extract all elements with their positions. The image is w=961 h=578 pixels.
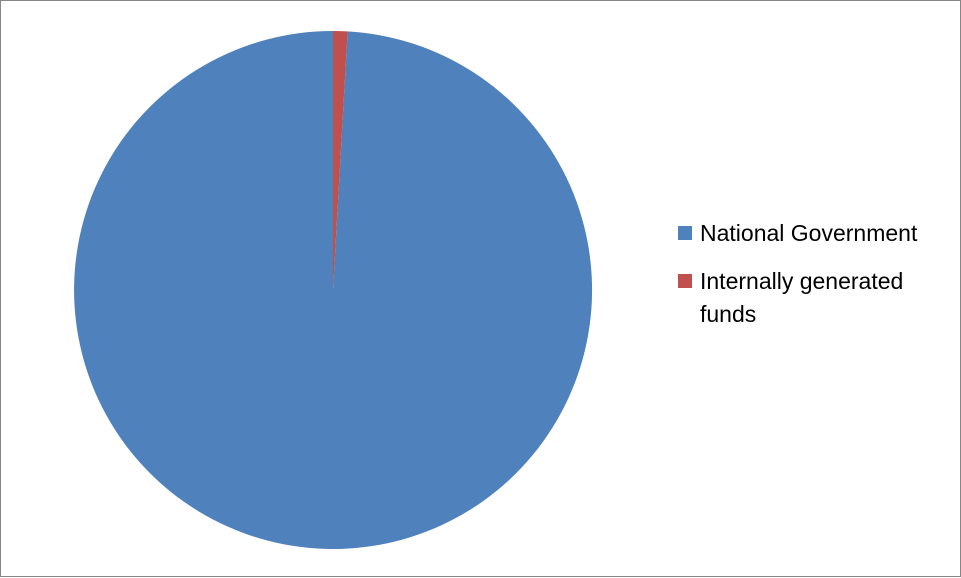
- legend-item-national-government: National Government: [678, 217, 948, 250]
- pie-slice-internally-generated-funds: [333, 30, 348, 290]
- legend-swatch-internally-generated-funds: [678, 274, 692, 288]
- chart-legend: National Government Internally generated…: [678, 217, 948, 331]
- legend-label-internally-generated-funds: Internally generated funds: [700, 268, 904, 327]
- legend-swatch-national-government: [678, 226, 692, 240]
- legend-label-national-government: National Government: [700, 220, 918, 246]
- pie-slice-national-government: [74, 31, 593, 549]
- legend-item-internally-generated-funds: Internally generated funds: [678, 265, 948, 331]
